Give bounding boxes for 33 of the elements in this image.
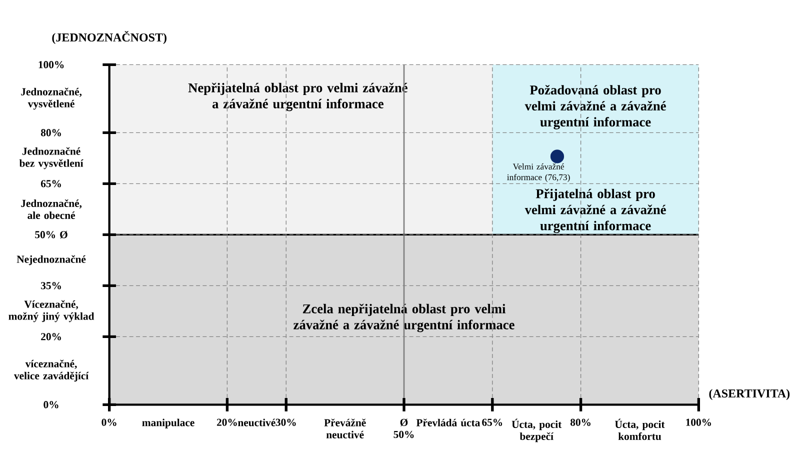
y-axis-title: (JEDNOZNAČNOST) <box>52 30 166 44</box>
y-tick-label: Nejednoznačné <box>16 255 86 266</box>
y-tick-label: Jednoznačné, vysvětlené <box>21 88 82 110</box>
y-tick-label: 50% Ø <box>35 230 68 238</box>
band-label: Zcela nepřijatelná oblast pro velmi závažné a závažné urgentní informace <box>294 304 514 332</box>
y-tick-label: 65% <box>40 180 61 188</box>
y-tick-label: Jednoznačné bez vysvětlení <box>19 147 84 170</box>
x-tick-label: Převládá úcta <box>416 418 480 426</box>
y-tick-label: 35% <box>41 282 61 290</box>
x-tick-label: neuctivé <box>238 418 276 426</box>
x-tick-label: 65% <box>482 418 502 426</box>
y-tick-label: 20% <box>41 333 61 340</box>
x-tick-label: Úcta, pocit bezpečí <box>512 418 562 442</box>
band-label: Požadovaná oblast pro velmi závažné a závažné urgentní informace <box>524 84 666 130</box>
y-tick-label: 100% <box>38 61 64 68</box>
x-tick-label: Úcta, pocit komfortu <box>614 418 665 440</box>
y-tick-label: Jednoznačné, ale obecné <box>21 199 82 219</box>
y-tick-label: 0% <box>44 401 58 408</box>
x-tick-label: 30% <box>276 418 296 426</box>
y-tick-label: víceznačné, velice zavádějící <box>14 360 89 382</box>
x-tick-label: manipulace <box>142 418 194 428</box>
y-tick-label: Víceznačné, možný jiný výklad <box>8 300 94 322</box>
band-label: Nepřijatelná oblast pro velmi závažné a závažné urgentní informace <box>188 82 408 112</box>
y-tick-label: 80% <box>40 129 61 136</box>
x-tick-label: Převážně neuctivé <box>324 418 366 438</box>
x-tick-label: 80% <box>570 418 590 426</box>
annotation: Přijatelná oblast pro velmi závažné a závažné urgentní informace <box>524 188 666 234</box>
x-tick-label: 20% <box>216 418 237 426</box>
x-tick-label: Ø 50% <box>394 418 414 438</box>
x-tick-label: 0% <box>102 418 116 426</box>
annotation: Velmi závažné informace (76,73) <box>507 163 570 182</box>
x-tick-label: 100% <box>686 418 711 426</box>
x-axis-title: (ASERTIVITA) <box>709 389 790 400</box>
